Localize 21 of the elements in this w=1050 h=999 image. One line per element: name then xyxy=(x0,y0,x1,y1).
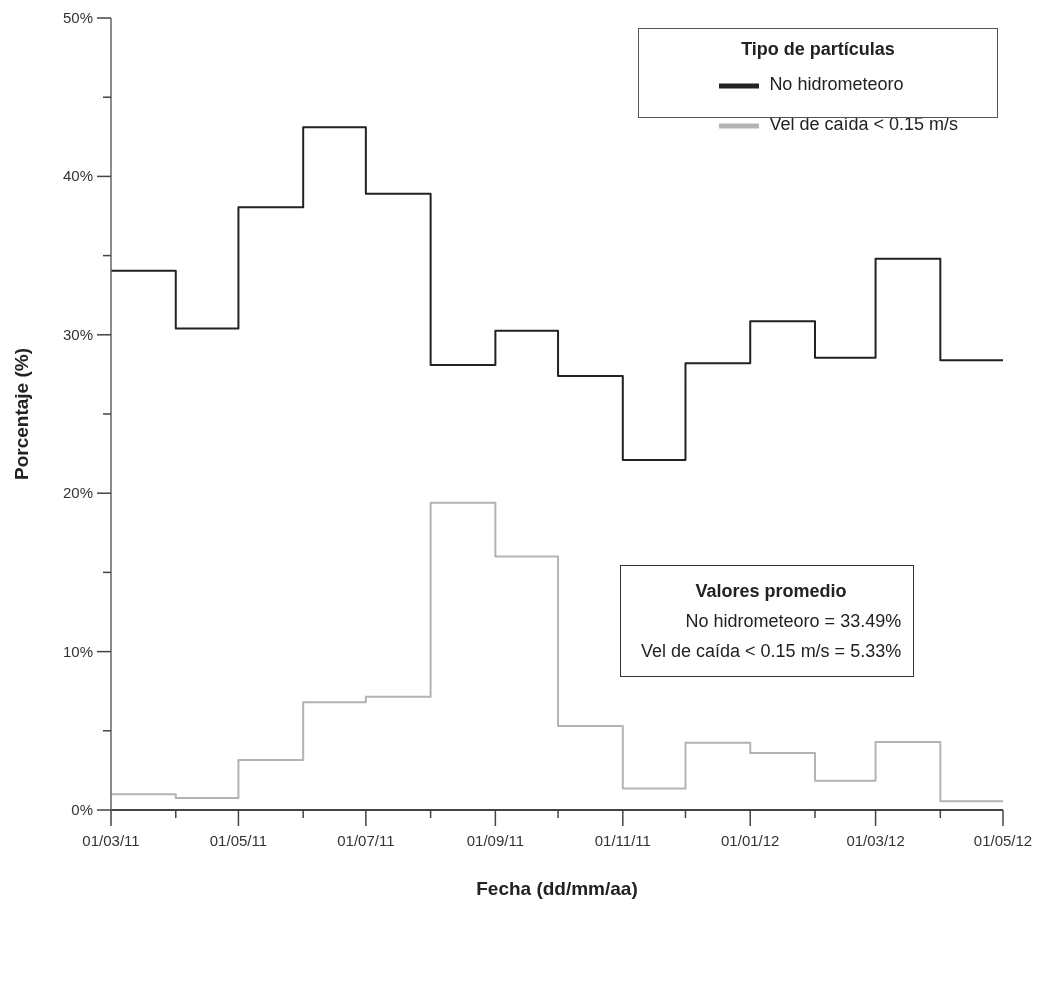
annotation: No hidrometeoro = 33.49% xyxy=(684,610,902,633)
y-axis-title: Porcentaje (%) xyxy=(10,348,32,480)
annotation: Vel de caída < 0.15 m/s = 5.33% xyxy=(641,640,902,663)
y-tick-label: 30% xyxy=(62,325,93,343)
y-tick-label: 50% xyxy=(62,9,93,26)
x-tick-label: 01/07/11 xyxy=(337,832,395,849)
y-tick-label: 40% xyxy=(62,167,93,185)
x-tick-label: 01/03/12 xyxy=(846,832,905,849)
x-tick-label: 01/09/11 xyxy=(466,832,525,849)
x-axis-title: Fecha (dd/mm/aa) xyxy=(476,878,638,899)
legend-title: Tipo de partículas xyxy=(740,39,896,60)
x-tick-label: 01/05/12 xyxy=(973,832,1033,849)
y-tick-label: 20% xyxy=(62,484,93,502)
annotation: Valores promedio xyxy=(694,580,848,603)
x-tick-label: 01/11/11 xyxy=(594,832,651,849)
x-tick-label: 01/05/11 xyxy=(209,832,268,849)
x-tick-label: 01/03/11 xyxy=(82,832,140,849)
x-tick-label: 01/01/12 xyxy=(721,832,780,849)
legend-label: No hidrometeoro xyxy=(769,74,904,95)
y-tick-label: 10% xyxy=(62,642,93,660)
y-tick-label: 0% xyxy=(71,801,93,818)
